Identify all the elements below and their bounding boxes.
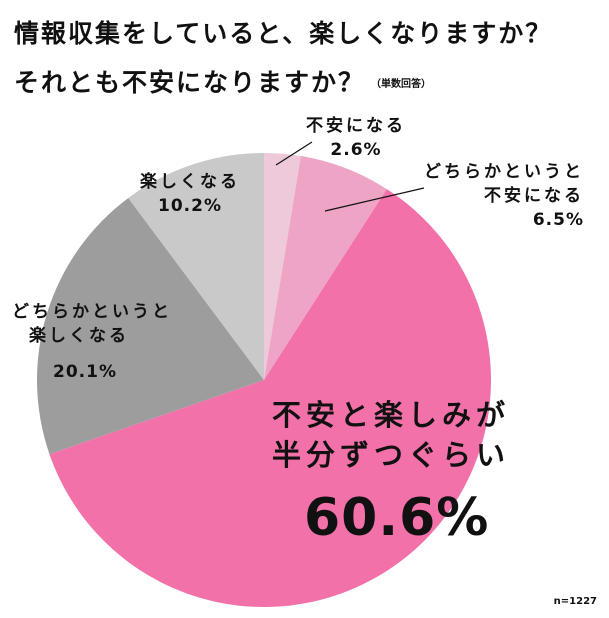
- label-half-half-value: 60.6%: [304, 488, 490, 548]
- leader-line-somewhat-anxious: [324, 187, 425, 212]
- label-half-half: 不安と楽しみが 半分ずつぐらい 60.6%: [272, 395, 510, 553]
- label-somewhat-fun: どちらかというと 楽しくなる 20.1%: [12, 300, 172, 384]
- label-somewhat-fun-text2: 楽しくなる: [29, 326, 129, 346]
- slice-anxious: [264, 153, 301, 380]
- label-fun-text: 楽しくなる: [140, 172, 240, 192]
- leader-line-anxious: [275, 141, 313, 166]
- label-anxious: 不安になる 2.6%: [306, 114, 406, 162]
- label-half-half-text2: 半分ずつぐらい: [272, 438, 511, 472]
- sample-size: n=1227: [553, 596, 597, 607]
- label-somewhat-anxious: どちらかというと 不安になる 6.5%: [424, 160, 584, 232]
- label-somewhat-fun-value: 20.1%: [53, 362, 117, 382]
- label-half-half-text1: 不安と楽しみが: [272, 398, 511, 432]
- chart-title-line2-text: それとも不安になりますか？: [14, 68, 366, 97]
- chart-title-line2: それとも不安になりますか？ （単数回答）: [14, 63, 431, 99]
- label-fun-value: 10.2%: [158, 196, 222, 216]
- response-type-note: （単数回答）: [371, 79, 432, 90]
- label-fun: 楽しくなる 10.2%: [140, 170, 240, 218]
- chart-title-line1: 情報収集をしていると、楽しくなりますか？: [14, 19, 553, 48]
- label-somewhat-anxious-text1: どちらかというと: [424, 162, 584, 182]
- slice-half-half: [49, 189, 491, 607]
- slice-somewhat-anxious: [264, 156, 387, 380]
- slice-fun: [128, 153, 264, 380]
- label-somewhat-anxious-text2: 不安になる: [484, 186, 584, 206]
- label-anxious-value: 2.6%: [330, 140, 382, 160]
- label-somewhat-anxious-value: 6.5%: [532, 210, 584, 230]
- label-somewhat-fun-text1: どちらかというと: [12, 302, 172, 322]
- label-anxious-text: 不安になる: [306, 116, 406, 136]
- slice-somewhat-fun: [36, 198, 264, 455]
